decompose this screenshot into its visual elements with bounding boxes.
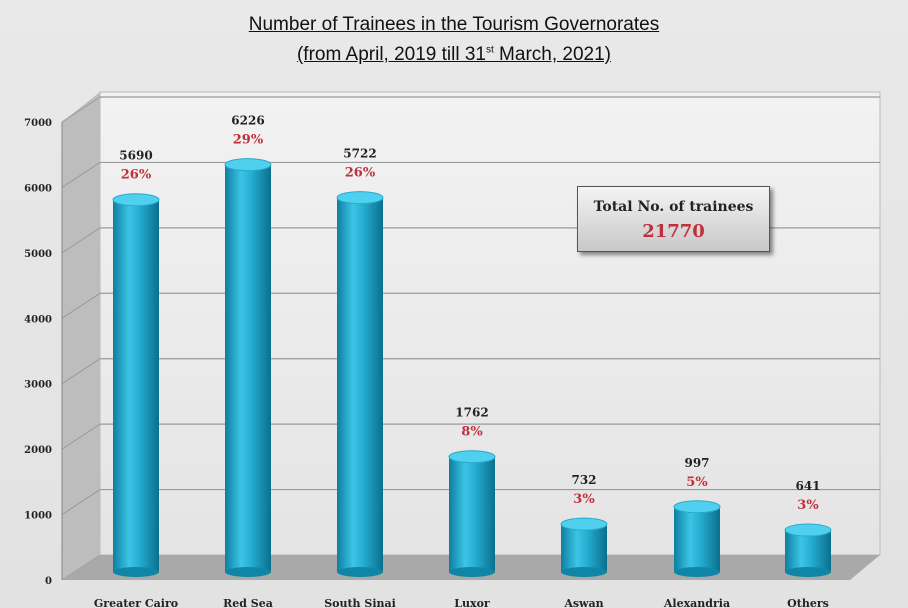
chart-subtitle: (from April, 2019 till 31st March, 2021) xyxy=(296,44,612,65)
bar-greater-cairo xyxy=(113,199,159,572)
bar-base xyxy=(113,567,159,577)
chart-title: Number of Trainees in the Tourism Govern… xyxy=(248,14,660,35)
bar-red-sea xyxy=(225,164,271,572)
bar-top xyxy=(336,191,384,205)
y-tick-label: 0 xyxy=(45,576,52,587)
value-label: 1762 xyxy=(455,406,488,420)
bar-top xyxy=(784,523,832,537)
percent-label: 5% xyxy=(686,475,708,490)
bar-top xyxy=(560,517,608,531)
bar-alexandria xyxy=(674,506,720,572)
bar-base xyxy=(785,567,831,577)
gridline-side xyxy=(61,489,101,515)
bar-top xyxy=(112,193,160,207)
x-tick-label: Greater Cairo xyxy=(94,597,178,608)
bar-others xyxy=(785,530,831,572)
value-label: 5690 xyxy=(119,149,152,163)
y-tick-label: 4000 xyxy=(24,314,52,325)
total-trainees-box: Total No. of trainees 21770 xyxy=(577,186,770,252)
bar-luxor xyxy=(449,456,495,572)
x-tick-label: Others xyxy=(787,597,829,608)
x-tick-label: Aswan xyxy=(563,597,603,608)
x-tick-label: Luxor xyxy=(454,597,490,608)
total-label: Total No. of trainees xyxy=(593,199,754,215)
percent-label: 3% xyxy=(797,498,819,513)
bar-aswan xyxy=(561,524,607,572)
y-tick-label: 7000 xyxy=(24,118,52,129)
value-label: 5722 xyxy=(343,147,376,161)
x-tick-label: South Sinai xyxy=(324,597,396,608)
value-label: 732 xyxy=(571,473,596,487)
y-tick-label: 2000 xyxy=(24,445,52,456)
value-label: 997 xyxy=(684,456,709,470)
y-tick-label: 3000 xyxy=(24,380,52,391)
bar-top xyxy=(448,450,496,464)
value-label: 6226 xyxy=(231,114,264,128)
gridline-side xyxy=(61,358,101,385)
y-tick-label: 5000 xyxy=(24,249,52,260)
bar-top xyxy=(224,158,272,172)
bar-base xyxy=(337,567,383,577)
gridline-side xyxy=(61,162,101,188)
left-wall xyxy=(62,92,100,580)
gridline-side xyxy=(61,227,101,254)
percent-label: 3% xyxy=(573,492,595,507)
value-label: 641 xyxy=(795,479,820,493)
y-tick-label: 1000 xyxy=(24,511,52,522)
bar-base xyxy=(225,567,271,577)
gridline-side xyxy=(61,96,101,123)
bar-south-sinai xyxy=(337,197,383,572)
percent-label: 26% xyxy=(121,168,152,183)
bar-base xyxy=(561,567,607,577)
bar-base xyxy=(674,567,720,577)
percent-label: 8% xyxy=(461,425,483,440)
x-tick-label: Red Sea xyxy=(223,597,273,608)
x-tick-label: Alexandria xyxy=(663,597,730,608)
gridline-side xyxy=(61,423,101,450)
percent-label: 26% xyxy=(345,166,376,181)
gridline-side xyxy=(61,292,101,319)
bar-base xyxy=(449,567,495,577)
y-tick-label: 6000 xyxy=(24,183,52,194)
percent-label: 29% xyxy=(233,133,264,148)
bar-top xyxy=(673,500,721,514)
total-value: 21770 xyxy=(642,221,705,242)
